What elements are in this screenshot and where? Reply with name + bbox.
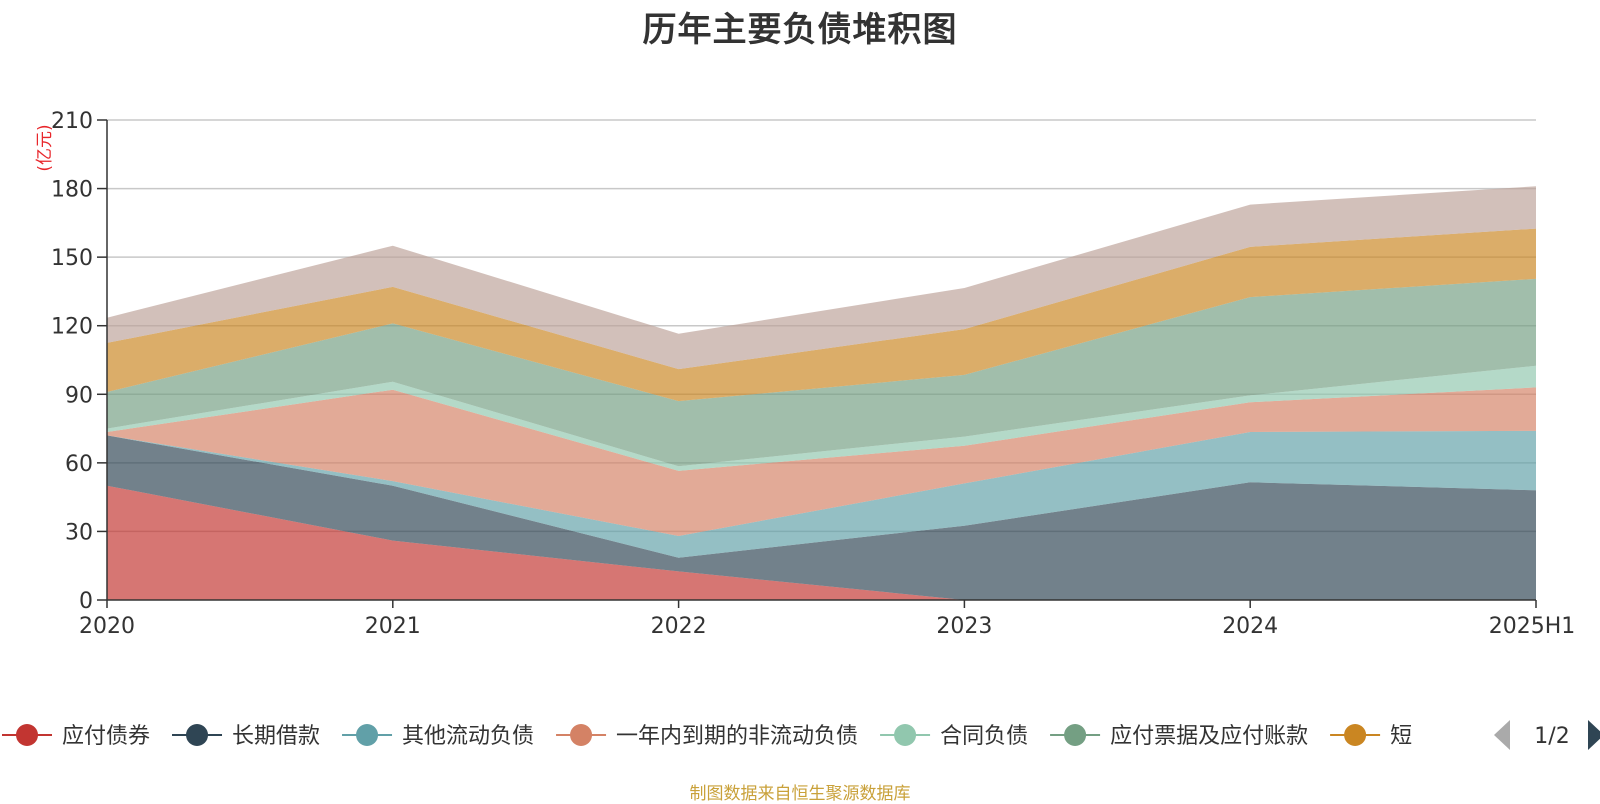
legend-label-6: 应付票据及应付账款 [1110, 724, 1308, 749]
series-areas [107, 186, 1536, 600]
legend-label-5: 合同负债 [940, 724, 1028, 749]
y-tick-label: 30 [65, 520, 93, 545]
series-area-6 [107, 278, 1536, 467]
x-tick-label: 2021 [365, 614, 421, 639]
series-area-1 [107, 485, 1536, 600]
legend-marker-3 [356, 724, 379, 746]
triangle-left-icon[interactable] [1494, 720, 1510, 750]
chart-title: 历年主要负债堆积图 [642, 10, 958, 50]
x-tick-label: 2023 [936, 614, 992, 639]
legend: 应付债券 长期借款 其他流动负债 一年内到期的非流动负债 合同负债 应付票据及应付账款 短 1… [2, 720, 1600, 750]
source-note: 制图数据来自恒生聚源数据库 [689, 784, 911, 804]
y-axis-unit-label: (亿元) [35, 124, 55, 171]
y-tick-label: 120 [51, 315, 93, 340]
legend-label-4: 一年内到期的非流动负债 [616, 724, 858, 749]
legend-marker-1 [16, 724, 38, 746]
y-tick-label: 180 [51, 178, 93, 203]
legend-marker-7 [1344, 724, 1367, 746]
x-tick-label: 2024 [1222, 614, 1278, 639]
triangle-right-icon[interactable] [1588, 720, 1600, 750]
x-tick-label: 2025H1 [1489, 614, 1576, 639]
y-tick-label: 150 [51, 246, 93, 271]
legend-label-7: 短 [1390, 724, 1412, 749]
legend-label-1: 应付债券 [62, 724, 150, 749]
y-tick-label: 0 [79, 589, 93, 614]
x-tick-label: 2022 [651, 614, 707, 639]
series-area-4 [107, 387, 1536, 536]
legend-marker-2 [186, 724, 209, 746]
legend-marker-4 [570, 724, 593, 746]
y-tick-label: 90 [65, 383, 93, 408]
y-tick-label: 60 [65, 452, 93, 477]
series-area-7 [107, 228, 1536, 402]
legend-label-2: 长期借款 [232, 724, 320, 749]
x-tick-label: 2020 [79, 614, 135, 639]
series-area-3 [107, 430, 1536, 558]
legend-page-indicator: 1/2 [1534, 724, 1569, 749]
legend-label-3: 其他流动负债 [402, 724, 534, 749]
series-area-2 [107, 435, 1536, 600]
y-tick-label: 210 [51, 109, 93, 134]
legend-marker-6 [1064, 724, 1087, 746]
legend-marker-5 [894, 724, 917, 746]
series-area-8 [107, 186, 1536, 370]
axes: 0 30 60 90 120 150 180 210 2020 2021 2022 2023 2024 2… [35, 109, 1575, 639]
